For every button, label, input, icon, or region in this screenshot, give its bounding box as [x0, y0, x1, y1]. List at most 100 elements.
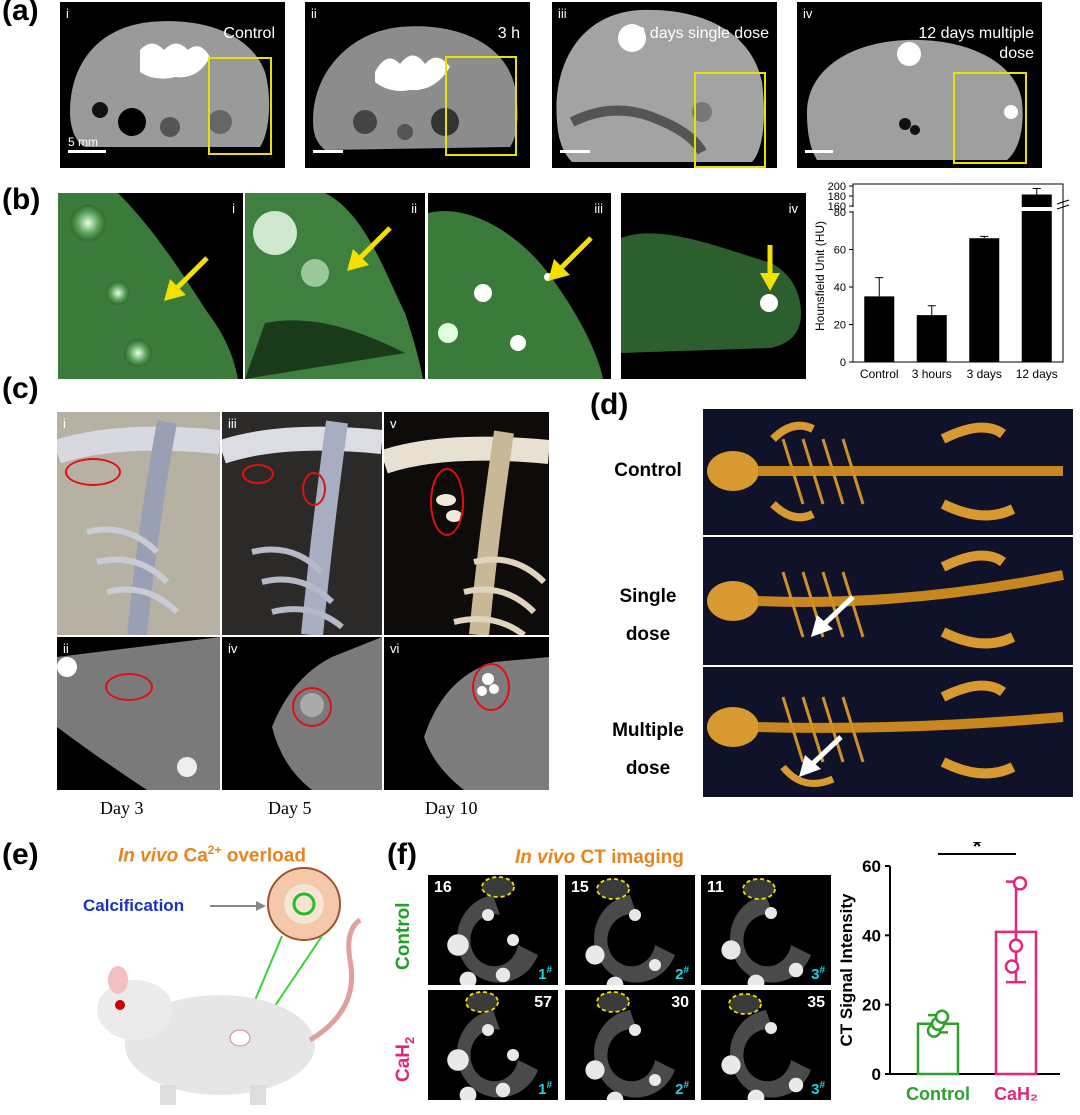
roman-numeral: iii — [558, 6, 567, 21]
ct-tile: 16 1# — [428, 875, 558, 985]
scale-bar — [805, 150, 833, 153]
ct-tile-graphic — [585, 991, 675, 1100]
y-tick-label: 60 — [834, 245, 846, 257]
subject-sup: # — [546, 965, 552, 976]
row-label-text: CaH — [393, 1043, 414, 1082]
calcification-circle — [242, 464, 274, 484]
render-day10: v — [384, 412, 549, 635]
scale-bar — [560, 150, 590, 153]
calcification-circle — [65, 458, 121, 486]
green-image-iv: iv — [621, 193, 806, 379]
roman-numeral: i — [66, 6, 69, 21]
green-render — [621, 233, 801, 353]
row-label-sub: 2 — [401, 1036, 417, 1044]
x-tick-label: Control — [906, 1084, 970, 1104]
e-title-italic: In vivo — [118, 845, 179, 867]
y-tick-label: 80 — [834, 207, 846, 219]
tissue-blob — [495, 967, 511, 983]
e-title-end: overload — [221, 845, 306, 867]
ct-value: 30 — [671, 994, 689, 1011]
subject-sup: # — [819, 965, 825, 976]
tissue-blob — [482, 1024, 494, 1036]
ct-tile-graphic — [721, 993, 811, 1100]
render-day3: i — [57, 412, 220, 635]
ct-value: 57 — [534, 994, 552, 1011]
calcification-circle — [105, 673, 153, 701]
ct-value: 11 — [707, 879, 724, 896]
axis-break-mark — [1056, 199, 1070, 205]
tissue-blob — [495, 1082, 511, 1098]
y-tick-label: 200 — [828, 181, 846, 193]
tissue-blob — [507, 1049, 519, 1061]
bar — [969, 238, 1000, 362]
green-render — [428, 211, 603, 379]
roman-numeral: i — [232, 201, 235, 216]
y-tick-label: 0 — [840, 357, 846, 369]
f-title: In vivo CT imaging — [515, 847, 684, 869]
tissue-blob — [459, 971, 477, 985]
ct-crop — [424, 657, 549, 790]
y-tick-label: 20 — [862, 996, 881, 1015]
roi-ellipse — [465, 991, 499, 1013]
e-title-sup: 2+ — [207, 843, 222, 857]
ct-day3: ii — [57, 637, 220, 790]
row-label-control: Control — [393, 902, 414, 970]
mouse-illustration — [97, 867, 362, 1105]
green-image-i: i — [58, 193, 243, 379]
tissue-blob — [606, 976, 624, 985]
x-tick-label: Control — [860, 367, 899, 381]
row-label-cah2: CaH2 — [393, 1037, 417, 1082]
roman-numeral: iv — [228, 641, 238, 656]
tissue-blob — [747, 1089, 765, 1100]
bar — [864, 296, 895, 362]
tissue-blob — [788, 962, 804, 978]
y-tick-label: 0 — [872, 1065, 881, 1084]
skeleton-render — [222, 420, 382, 635]
skeleton-graphic — [707, 680, 1064, 787]
tissue-ring — [457, 1010, 538, 1098]
ct-image-3h: ii 3 h — [305, 2, 530, 168]
ct-tile: 15 2# — [565, 875, 695, 985]
tissue-ring — [730, 895, 811, 983]
ct-image-3days: iii 3 days single dose — [552, 2, 777, 168]
e-title-rest: Ca — [178, 845, 208, 867]
calcification-circle — [430, 468, 464, 536]
subject-label: 2# — [675, 965, 689, 983]
scale-bar — [68, 150, 106, 153]
tissue-blob — [585, 945, 605, 965]
x-tick-label: CaH₂ — [994, 1084, 1038, 1104]
roi-ellipse — [728, 993, 762, 1015]
tissue-blob — [447, 934, 469, 956]
calcification-circle — [302, 472, 326, 506]
roman-numeral: iii — [594, 201, 603, 216]
dose-label: Control — [614, 460, 682, 481]
tissue-blob — [721, 1055, 741, 1075]
tissue-ring — [594, 895, 675, 983]
day-label: Day 5 — [268, 798, 312, 818]
ct-tile-graphic — [721, 878, 811, 985]
tissue-blob — [507, 934, 519, 946]
ct-tile-graphic — [447, 991, 538, 1100]
data-point — [1008, 938, 1024, 953]
tissue-blob — [649, 1074, 661, 1086]
arrow-icon — [347, 226, 392, 271]
arrow-icon — [164, 256, 209, 301]
day-label: Day 10 — [425, 798, 478, 818]
dose-label: Single dose — [619, 586, 677, 645]
calcification-label: Calcification — [83, 896, 185, 915]
skeleton-single-dose — [703, 537, 1073, 665]
tissue-blob — [765, 1022, 777, 1034]
tissue-blob — [765, 907, 777, 919]
e-title: In vivo Ca2+ overload — [118, 843, 306, 867]
scale-bar — [313, 150, 343, 153]
roman-numeral: ii — [311, 6, 317, 21]
arrow-icon — [548, 236, 593, 281]
plot-frame — [852, 183, 1064, 363]
condition-label: 3 days single dose — [636, 25, 769, 42]
x-tick-label: 3 days — [967, 367, 1002, 381]
tissue-blob — [788, 1077, 804, 1093]
bar — [1021, 194, 1052, 362]
skeleton-render — [384, 430, 549, 635]
panel-label-d: (d) — [590, 388, 629, 421]
ct-crop — [57, 637, 220, 790]
